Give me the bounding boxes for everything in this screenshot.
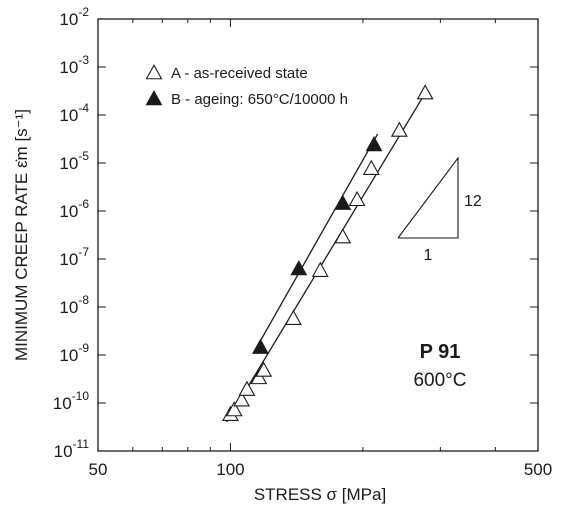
data-point-series-0 (233, 391, 251, 407)
data-point-series-0 (255, 361, 273, 377)
y-tick-base: 10 (59, 154, 78, 173)
y-tick-base: 10 (59, 298, 78, 317)
data-point-series-0 (284, 309, 302, 325)
x-tick-label: 50 (89, 460, 108, 479)
fit-line-series-0 (226, 91, 427, 423)
y-tick-label: 10-7 (59, 245, 89, 269)
y-tick-label: 10-8 (59, 293, 89, 317)
y-tick-exponent: -10 (72, 389, 90, 403)
y-tick-exponent: -6 (78, 197, 89, 211)
slope-triangle: 12 1 (397, 156, 482, 264)
y-tick-label: 10-11 (54, 437, 90, 461)
y-tick-exponent: -3 (78, 53, 89, 67)
fit-line-series-1 (256, 133, 379, 347)
x-tick-label: 500 (524, 460, 552, 479)
x-tick-label: 100 (216, 460, 244, 479)
data-point-series-0 (250, 369, 268, 385)
legend-marker-open-triangle (145, 64, 163, 80)
data-point-series-0 (334, 228, 352, 244)
data-point-series-0 (348, 190, 366, 207)
legend-label-a: A - as-received state (171, 65, 308, 82)
data-point-series-0 (238, 380, 256, 396)
y-tick-base: 10 (59, 346, 78, 365)
y-tick-base: 10 (59, 106, 78, 125)
data-point-series-1 (290, 260, 308, 276)
slope-triangle-shape (397, 156, 459, 239)
y-tick-label: 10-5 (59, 149, 89, 173)
y-axis-title: MINIMUM CREEP RATE ε̇m [s⁻¹] (12, 109, 31, 361)
y-tick-base: 10 (59, 202, 78, 221)
y-tick-label: 10-10 (53, 389, 90, 413)
legend-label-b: B - ageing: 650°C/10000 h (171, 91, 348, 108)
y-tick-base: 10 (59, 10, 78, 29)
y-tick-label: 10-2 (59, 5, 89, 29)
y-tick-exponent: -5 (78, 149, 89, 163)
data-point-series-0 (311, 261, 329, 277)
tick-layer: 50 100 50010-1110-1010-910-810-710-610-510… (53, 5, 552, 479)
data-point-series-0 (416, 84, 434, 100)
fit-lines (226, 91, 427, 423)
y-tick-exponent: -9 (78, 341, 89, 355)
y-tick-exponent: -2 (78, 5, 89, 19)
data-point-series-0 (362, 159, 380, 175)
y-tick-label: 10-9 (59, 341, 89, 365)
data-point-series-0 (225, 401, 243, 417)
data-point-series-1 (252, 338, 269, 354)
y-tick-base: 10 (59, 250, 78, 269)
plot-frame (97, 18, 539, 452)
y-tick-label: 10-4 (59, 101, 89, 125)
y-tick-base: 10 (53, 394, 72, 413)
slope-rise-label: 12 (464, 193, 482, 210)
data-point-series-1 (334, 194, 352, 210)
temperature-label: 600°C (413, 370, 466, 391)
x-axis-title: STRESS σ [MPa] (254, 485, 386, 504)
y-tick-exponent: -11 (73, 437, 90, 451)
legend-marker-filled-triangle (145, 90, 163, 106)
data-point-series-1 (365, 136, 383, 152)
y-tick-exponent: -4 (78, 101, 89, 115)
slope-run-label: 1 (424, 247, 433, 264)
legend: A - as-received state B - ageing: 650°C/… (145, 64, 348, 108)
y-tick-base: 10 (54, 442, 73, 461)
y-tick-exponent: -7 (78, 245, 89, 259)
y-tick-label: 10-3 (59, 53, 89, 77)
data-points (222, 84, 434, 421)
y-tick-base: 10 (59, 58, 78, 77)
y-tick-exponent: -8 (78, 293, 89, 307)
data-point-series-0 (390, 121, 408, 137)
y-tick-label: 10-6 (59, 197, 89, 221)
material-label: P 91 (420, 341, 461, 363)
